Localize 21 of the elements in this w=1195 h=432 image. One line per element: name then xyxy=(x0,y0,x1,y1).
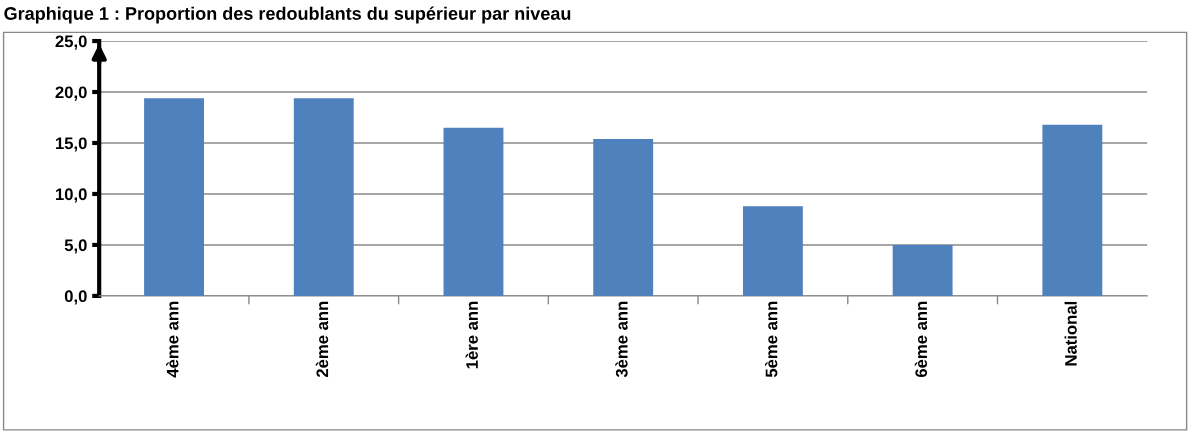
bar xyxy=(443,127,504,296)
bar xyxy=(742,206,803,296)
x-tick-label: 3ème ann xyxy=(615,301,628,378)
bar xyxy=(144,98,204,296)
y-tick-label: 15,0 xyxy=(55,137,87,152)
bar xyxy=(1042,124,1103,296)
x-tick-label: 5ème ann xyxy=(764,301,778,378)
bar xyxy=(293,98,354,296)
x-tick-label: 2ème ann xyxy=(315,301,329,378)
y-tick-label: 0,0 xyxy=(64,290,87,305)
bar xyxy=(593,138,654,296)
x-tick-label: National xyxy=(1064,301,1077,366)
y-tick-label: 25,0 xyxy=(55,35,87,50)
y-tick-label: 20,0 xyxy=(55,86,87,101)
bar xyxy=(892,244,953,296)
y-tick-label: 10,0 xyxy=(55,188,87,203)
chart-title: Graphique 1 : Proportion des redoublants du supérieur par niveau xyxy=(4,6,571,24)
x-tick-label: 1ère ann xyxy=(465,301,478,369)
x-tick-label: 4ème ann xyxy=(166,301,179,378)
x-tick-label: 6ème ann xyxy=(914,301,928,378)
y-tick-label: 5,0 xyxy=(64,239,87,254)
